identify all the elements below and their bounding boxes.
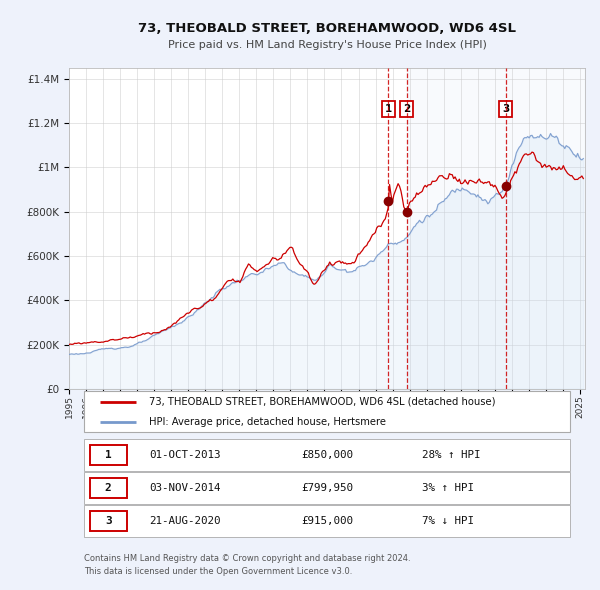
Bar [89, 511, 127, 531]
FancyBboxPatch shape [85, 391, 569, 432]
Text: 3: 3 [105, 516, 112, 526]
Bar [85, 506, 569, 537]
Text: Contains HM Land Registry data © Crown copyright and database right 2024.: Contains HM Land Registry data © Crown c… [85, 555, 411, 563]
Text: 73, THEOBALD STREET, BOREHAMWOOD, WD6 4SL: 73, THEOBALD STREET, BOREHAMWOOD, WD6 4S… [138, 22, 516, 35]
Text: 1: 1 [385, 104, 392, 114]
Text: 28% ↑ HPI: 28% ↑ HPI [422, 450, 481, 460]
Text: 2: 2 [403, 104, 410, 114]
Text: 03-NOV-2014: 03-NOV-2014 [149, 483, 220, 493]
Text: £850,000: £850,000 [301, 450, 353, 460]
Text: £915,000: £915,000 [301, 516, 353, 526]
Text: Price paid vs. HM Land Registry's House Price Index (HPI): Price paid vs. HM Land Registry's House … [167, 40, 487, 50]
Bar [85, 473, 569, 504]
Text: HPI: Average price, detached house, Hertsmere: HPI: Average price, detached house, Hert… [149, 417, 386, 427]
Text: £799,950: £799,950 [301, 483, 353, 493]
Text: 73, THEOBALD STREET, BOREHAMWOOD, WD6 4SL (detached house): 73, THEOBALD STREET, BOREHAMWOOD, WD6 4S… [149, 396, 496, 407]
Text: 2: 2 [105, 483, 112, 493]
Bar [407, 68, 585, 389]
Text: This data is licensed under the Open Government Licence v3.0.: This data is licensed under the Open Gov… [85, 566, 353, 576]
Bar [89, 478, 127, 497]
Text: 7% ↓ HPI: 7% ↓ HPI [422, 516, 475, 526]
Text: 1: 1 [105, 450, 112, 460]
Bar [85, 440, 569, 471]
Text: 3% ↑ HPI: 3% ↑ HPI [422, 483, 475, 493]
Bar [89, 445, 127, 464]
Text: 01-OCT-2013: 01-OCT-2013 [149, 450, 220, 460]
Text: 21-AUG-2020: 21-AUG-2020 [149, 516, 220, 526]
Text: 3: 3 [502, 104, 509, 114]
